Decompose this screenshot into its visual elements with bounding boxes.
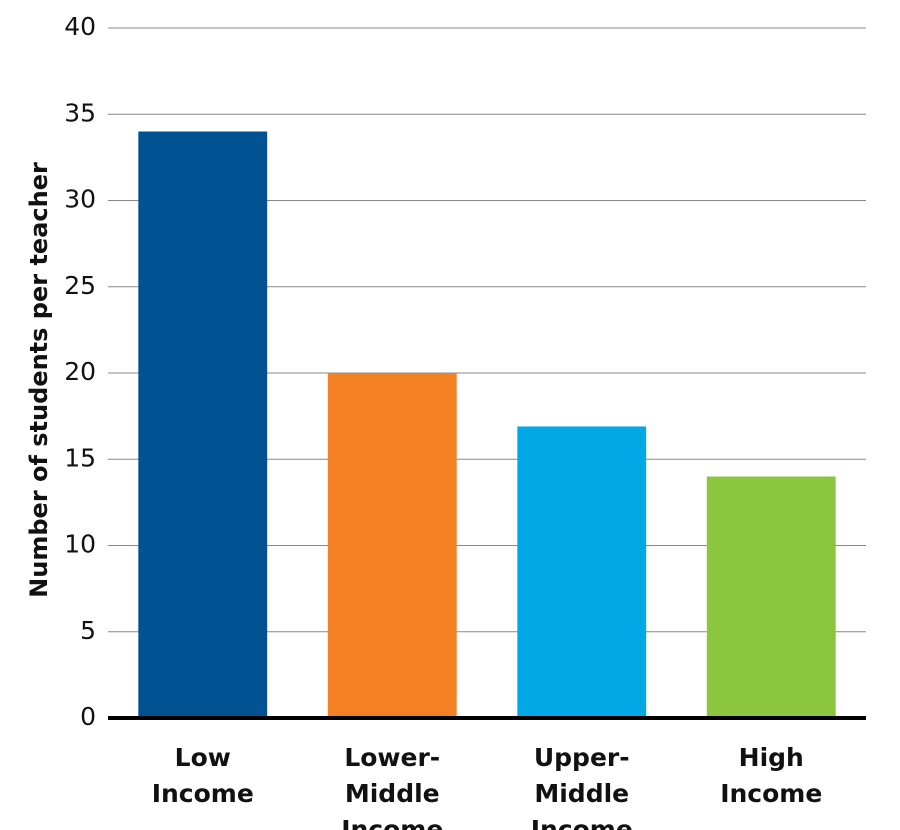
y-tick-label: 10 [64, 530, 96, 559]
bar [517, 426, 647, 718]
bar [327, 373, 457, 718]
x-tick-label: Low Income [151, 743, 254, 808]
y-axis-label: Number of students per teacher [25, 162, 53, 598]
y-tick-label: 30 [64, 185, 96, 214]
y-tick-label: 15 [64, 443, 96, 472]
bar [138, 131, 268, 718]
y-tick-label: 40 [64, 12, 96, 41]
y-tick-label: 25 [64, 271, 96, 300]
x-tick-label: Lower-Middle Income [341, 743, 444, 830]
y-tick-label: 0 [80, 702, 96, 731]
y-tick-label: 35 [64, 98, 96, 127]
x-tick-label: High Income [720, 743, 823, 808]
y-tick-label: 5 [80, 616, 96, 645]
bar [706, 476, 836, 718]
y-tick-label: 20 [64, 357, 96, 386]
x-tick-label: Upper-Middle Income [530, 743, 633, 830]
